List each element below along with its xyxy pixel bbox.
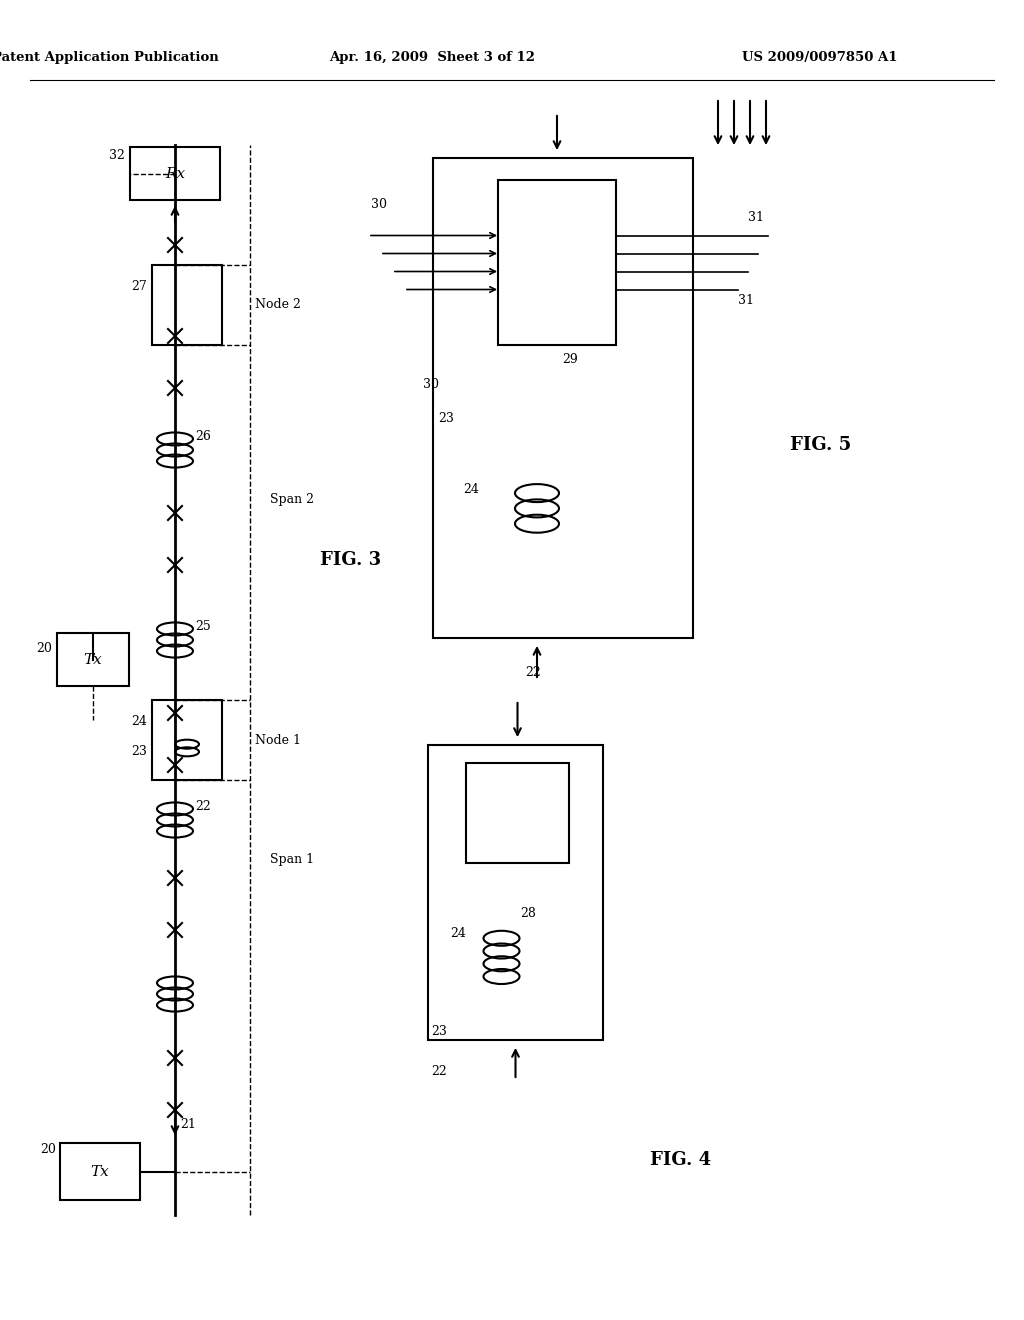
Text: Span 1: Span 1 — [270, 854, 314, 866]
Bar — [152, 700, 222, 780]
Text: FIG. 3: FIG. 3 — [319, 550, 381, 569]
Text: FIG. 5: FIG. 5 — [790, 436, 851, 454]
Text: Apr. 16, 2009  Sheet 3 of 12: Apr. 16, 2009 Sheet 3 of 12 — [329, 51, 535, 65]
Text: Node 2: Node 2 — [255, 298, 301, 312]
Text: 23: 23 — [131, 744, 147, 758]
Text: 25: 25 — [195, 620, 211, 634]
Text: US 2009/0097850 A1: US 2009/0097850 A1 — [742, 51, 898, 65]
Text: Node 1: Node 1 — [255, 734, 301, 747]
Text: 31: 31 — [738, 294, 754, 306]
Bar — [498, 180, 616, 345]
Bar — [152, 265, 222, 345]
Text: Tx: Tx — [91, 1164, 110, 1179]
Text: 32: 32 — [110, 149, 125, 162]
Text: 22: 22 — [525, 667, 541, 678]
Text: 24: 24 — [450, 928, 466, 940]
Text: 22: 22 — [431, 1065, 446, 1078]
Text: Patent Application Publication: Patent Application Publication — [0, 51, 218, 65]
Text: 26: 26 — [195, 430, 211, 444]
Bar — [428, 744, 603, 1040]
Text: 30: 30 — [371, 198, 387, 210]
Text: 20: 20 — [36, 642, 52, 655]
Text: 20: 20 — [40, 1143, 56, 1156]
Text: 21: 21 — [180, 1118, 196, 1131]
Text: 29: 29 — [562, 352, 578, 366]
Text: 31: 31 — [748, 211, 764, 224]
Text: Rx: Rx — [165, 166, 185, 181]
Text: 23: 23 — [431, 1026, 446, 1038]
Text: 30: 30 — [423, 379, 439, 392]
Bar — [130, 147, 220, 201]
Text: FIG. 4: FIG. 4 — [650, 1151, 711, 1170]
Text: 23: 23 — [438, 412, 454, 425]
Text: 22: 22 — [195, 800, 211, 813]
Bar — [57, 634, 129, 686]
Text: 27: 27 — [131, 280, 147, 293]
Text: 28: 28 — [520, 907, 537, 920]
Bar — [433, 158, 693, 638]
Text: Tx: Tx — [84, 652, 102, 667]
Bar — [466, 763, 569, 863]
Bar — [60, 1143, 140, 1200]
Text: 24: 24 — [463, 483, 479, 496]
Text: Span 2: Span 2 — [270, 494, 314, 507]
Text: 24: 24 — [131, 715, 147, 729]
